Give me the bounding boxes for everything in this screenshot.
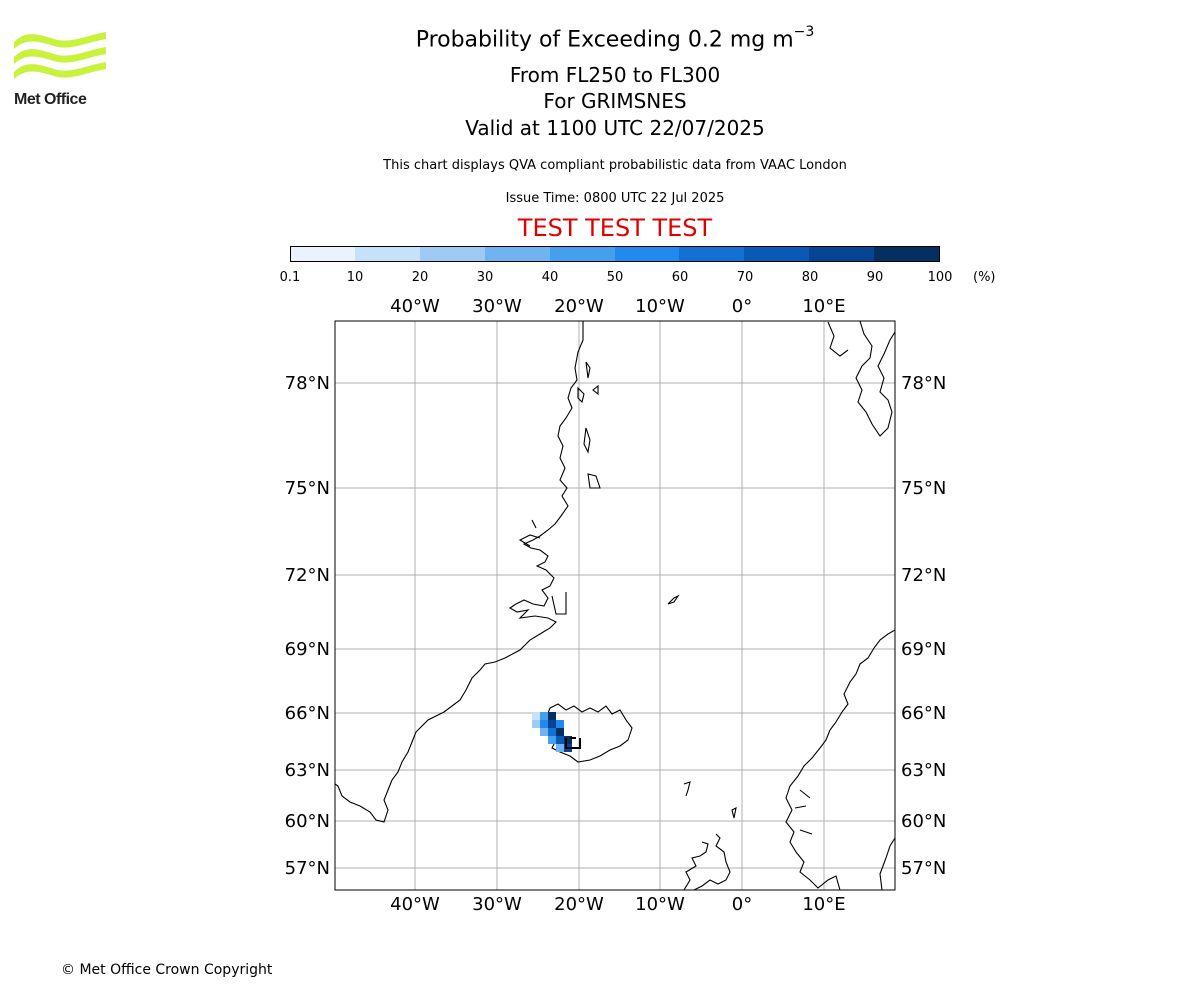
colorbar-tick-label: 90	[866, 270, 884, 285]
probability-colorbar	[290, 246, 940, 262]
volcano-marker-icon[interactable]	[565, 737, 581, 749]
met-office-logo: Met Office	[14, 30, 106, 112]
colorbar-segment	[744, 247, 810, 261]
colorbar-segment	[484, 247, 550, 261]
colorbar-tick-label: 0.1	[279, 270, 301, 285]
faroe-islands	[683, 781, 691, 797]
map-frame	[334, 320, 896, 891]
colorbar-segment	[874, 247, 940, 261]
colorbar-tick-label: 30	[476, 270, 494, 285]
lon-label: 40°W	[390, 894, 440, 915]
lat-label: 66°N	[285, 703, 330, 724]
colorbar-tick-label: 80	[801, 270, 819, 285]
greenland-coastline	[335, 321, 584, 823]
svalbard	[855, 321, 895, 437]
flight-level-subtitle: From FL250 to FL300	[509, 63, 721, 87]
shetland	[731, 807, 737, 819]
lon-label: 40°W	[390, 296, 440, 317]
lat-label: 57°N	[901, 858, 946, 879]
logo-text: Met Office	[14, 91, 87, 108]
data-source-note: This chart displays QVA compliant probab…	[383, 158, 847, 173]
lat-label: 75°N	[901, 478, 946, 499]
lat-label: 63°N	[285, 760, 330, 781]
lon-label: 0°	[732, 894, 752, 915]
test-banner: TEST TEST TEST	[517, 214, 713, 242]
jan-mayen	[667, 594, 680, 605]
lat-label: 69°N	[285, 639, 330, 660]
lat-label: 66°N	[901, 703, 946, 724]
valid-time-subtitle: Valid at 1100 UTC 22/07/2025	[465, 116, 765, 140]
colorbar-segment	[809, 247, 875, 261]
lon-label: 20°W	[554, 296, 604, 317]
colorbar-tick-label: 60	[671, 270, 689, 285]
copyright-notice: © Met Office Crown Copyright	[61, 962, 273, 978]
greenland-fjord-2	[531, 519, 537, 529]
colorbar-tick-label: 50	[606, 270, 624, 285]
colorbar-segment	[679, 247, 745, 261]
lat-label: 60°N	[901, 811, 946, 832]
coastlines	[335, 321, 895, 890]
greenland-island-4	[587, 473, 601, 489]
lon-label: 30°W	[472, 296, 522, 317]
lat-label: 69°N	[901, 639, 946, 660]
map-background	[335, 321, 895, 890]
lat-label: 78°N	[285, 373, 330, 394]
lon-label: 30°W	[472, 894, 522, 915]
colorbar-tick-labels: 0.1 10 20 30 40 50 60 70 80 90 100	[0, 270, 1200, 286]
svalbard-west	[827, 321, 849, 357]
lat-label: 75°N	[285, 478, 330, 499]
lon-label: 10°E	[802, 894, 845, 915]
scotland-coastline	[683, 833, 731, 890]
lon-label: 10°W	[635, 894, 685, 915]
lat-label: 78°N	[901, 373, 946, 394]
colorbar-tick-label: 10	[346, 270, 364, 285]
issue-time: Issue Time: 0800 UTC 22 Jul 2025	[505, 191, 725, 206]
greenland-island-1	[577, 386, 585, 404]
longitude-labels-bottom: 40°W 30°W 20°W 10°W 0° 10°E	[390, 894, 845, 915]
colorbar-segment	[419, 247, 485, 261]
greenland-island-2	[583, 427, 591, 454]
lat-label: 57°N	[285, 858, 330, 879]
lat-label: 72°N	[285, 565, 330, 586]
lon-label: 20°W	[554, 894, 604, 915]
greenland-island-5	[585, 361, 591, 379]
sweden-coastline	[879, 837, 895, 890]
latitude-labels-right: 78°N 75°N 72°N 69°N 66°N 63°N 60°N 57°N	[901, 373, 946, 879]
greenland-fjord-3	[551, 592, 567, 615]
colorbar-segment	[614, 247, 680, 261]
lat-label: 72°N	[901, 565, 946, 586]
norway-coastline	[785, 629, 895, 890]
colorbar-tick-label: 20	[411, 270, 429, 285]
colorbar-segment	[354, 247, 420, 261]
colorbar-segment	[291, 247, 355, 261]
colorbar-tick-label: 100	[927, 270, 953, 285]
norway-fjords	[794, 789, 813, 835]
colorbar-tick-label: 70	[736, 270, 754, 285]
greenland-fjord-1	[518, 534, 541, 547]
colorbar-tick-label: 40	[541, 270, 559, 285]
lat-label: 60°N	[285, 811, 330, 832]
title-text: Probability of Exceeding 0.2 mg m	[415, 27, 794, 53]
lon-label: 10°W	[635, 296, 685, 317]
lon-label: 10°E	[802, 296, 845, 317]
logo-waves-icon	[14, 32, 106, 79]
greenland-island-3	[592, 384, 599, 396]
lat-label: 63°N	[901, 760, 946, 781]
volcano-subtitle: For GRIMSNES	[543, 89, 687, 113]
lon-label: 0°	[732, 296, 752, 317]
chart-title: Probability of Exceeding 0.2 mg m−3	[0, 24, 1200, 53]
colorbar-segment	[549, 247, 615, 261]
colorbar-unit: (%)	[973, 270, 996, 285]
latitude-labels-left: 78°N 75°N 72°N 69°N 66°N 63°N 60°N 57°N	[285, 373, 330, 879]
title-superscript: −3	[793, 24, 815, 40]
longitude-labels-top: 40°W 30°W 20°W 10°W 0° 10°E	[390, 296, 845, 317]
